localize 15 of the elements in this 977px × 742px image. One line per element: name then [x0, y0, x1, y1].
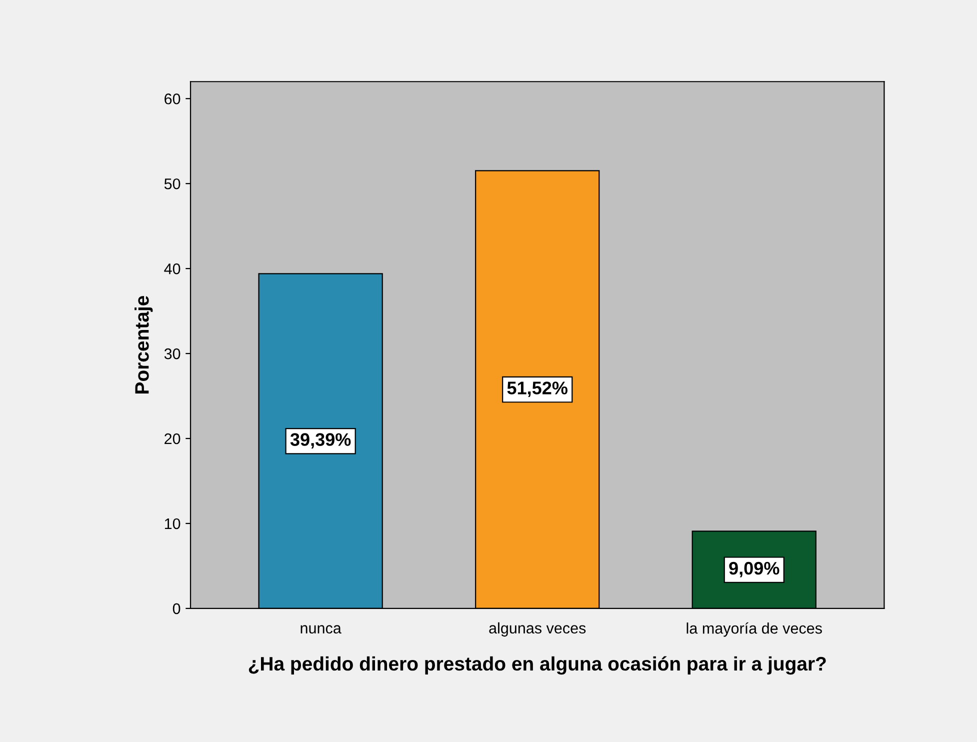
y-tick-label: 40 [164, 263, 180, 274]
y-tick-label: 20 [164, 433, 180, 444]
y-axis-title: Porcentaje [134, 296, 153, 394]
y-tick-label: 30 [164, 348, 180, 360]
x-tick-label: la mayoría de veces [686, 622, 822, 637]
x-axis-title: ¿Ha pedido dinero prestado en alguna ocasión para ir a jugar? [248, 656, 826, 675]
y-tick-label: 0 [172, 603, 180, 614]
data-label: 51,52% [507, 382, 568, 398]
data-label: 39,39% [290, 433, 351, 449]
y-tick-label: 60 [164, 93, 180, 104]
data-label: 9,09% [729, 562, 780, 578]
x-tick-label: algunas veces [489, 622, 586, 637]
x-tick-label: nunca [300, 625, 342, 634]
y-tick-label: 50 [164, 178, 180, 190]
y-tick-label: 10 [164, 518, 180, 530]
